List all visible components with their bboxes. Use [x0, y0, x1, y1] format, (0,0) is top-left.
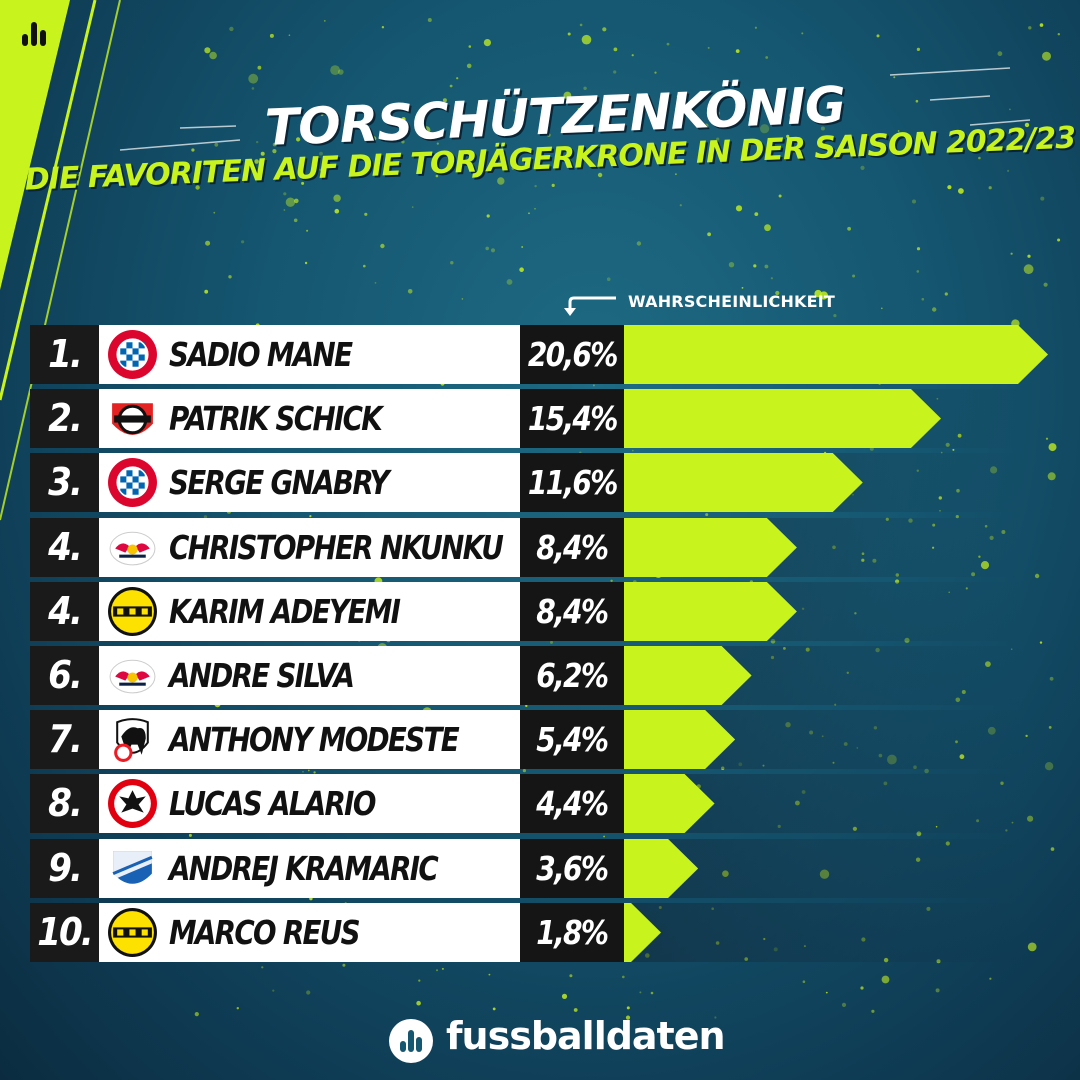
footer-brand: fussballdaten	[446, 1014, 726, 1058]
player-cell: LUCAS ALARIO	[99, 774, 520, 834]
probability-bar	[624, 902, 662, 962]
probability-value: 4,4%	[520, 774, 624, 834]
probability-value: 3,6%	[520, 838, 624, 898]
player-name: ANDREJ KRAMARIC	[169, 848, 439, 888]
player-name: SADIO MANE	[169, 335, 353, 374]
rank-label: 8.	[30, 774, 99, 834]
probability-column-label: WAHRSCHEINLICHKEIT	[628, 292, 836, 311]
player-name: SERGE GNABRY	[169, 463, 390, 503]
rb-leipzig-crest-icon	[107, 522, 158, 573]
probability-bar	[624, 838, 699, 898]
player-cell: PATRIK SCHICK	[99, 389, 520, 449]
rank-label: 1.	[30, 325, 99, 384]
brand-logo-icon	[8, 8, 60, 60]
player-cell: SERGE GNABRY	[99, 453, 520, 513]
player-cell: MARCO REUS	[99, 902, 520, 962]
player-cell: ANDRE SILVA	[99, 646, 520, 705]
table-row: 8. LUCAS ALARIO 4,4%	[30, 774, 1070, 834]
bvb-crest-icon	[107, 586, 158, 637]
player-cell: CHRISTOPHER NKUNKU	[99, 517, 520, 577]
player-name: PATRIK SCHICK	[169, 399, 383, 439]
hoffenheim-crest-icon	[107, 843, 158, 894]
table-row: 4. KARIM ADEYEMI 8,4%	[30, 581, 1070, 641]
player-name: ANTHONY MODESTE	[169, 720, 460, 760]
rb-leipzig-crest-icon	[107, 650, 158, 701]
bvb-crest-icon	[107, 907, 158, 958]
fc-bayern-crest-icon	[107, 329, 158, 380]
probability-bar	[624, 646, 752, 705]
probability-value: 11,6%	[520, 453, 624, 513]
table-row: 7. ANTHONY MODESTE 5,4%	[30, 710, 1070, 770]
eintracht-crest-icon	[107, 778, 158, 829]
probability-bar	[624, 581, 797, 641]
rank-label: 3.	[30, 453, 99, 513]
fussballdaten-logo-icon	[388, 1018, 434, 1064]
probability-bar	[624, 453, 863, 513]
player-name: KARIM ADEYEMI	[169, 591, 401, 631]
table-row: 4. CHRISTOPHER NKUNKU 8,4%	[30, 517, 1070, 577]
player-name: LUCAS ALARIO	[169, 784, 376, 824]
probability-bar	[624, 389, 941, 449]
player-cell: SADIO MANE	[99, 325, 520, 384]
probability-value: 1,8%	[520, 902, 624, 962]
corner-arrow-icon	[564, 296, 616, 316]
rank-label: 9.	[30, 838, 99, 898]
probability-value: 6,2%	[520, 646, 624, 705]
rank-label: 7.	[30, 710, 99, 770]
rank-label: 6.	[30, 646, 99, 705]
probability-value: 15,4%	[520, 389, 624, 449]
probability-value: 20,6%	[520, 325, 624, 384]
table-row: 10. MARCO REUS 1,8%	[30, 902, 1070, 962]
player-name: CHRISTOPHER NKUNKU	[169, 527, 504, 567]
rank-label: 2.	[30, 389, 99, 449]
fc-bayern-crest-icon	[107, 457, 158, 508]
table-row: 2. PATRIK SCHICK 15,4%	[30, 389, 1070, 449]
probability-value: 5,4%	[520, 710, 624, 770]
leverkusen-crest-icon	[107, 393, 158, 444]
probability-bar	[624, 325, 1048, 384]
rank-label: 4.	[30, 517, 99, 577]
player-name: ANDRE SILVA	[169, 656, 355, 695]
koeln-crest-icon	[107, 714, 158, 765]
player-cell: KARIM ADEYEMI	[99, 581, 520, 641]
table-row: 6. ANDRE SILVA 6,2%	[30, 646, 1070, 705]
rank-label: 10.	[30, 902, 99, 962]
player-cell: ANDREJ KRAMARIC	[99, 838, 520, 898]
probability-value: 8,4%	[520, 517, 624, 577]
probability-value: 8,4%	[520, 581, 624, 641]
probability-bar	[624, 710, 736, 770]
player-name: MARCO REUS	[169, 912, 361, 952]
probability-bar	[624, 517, 797, 577]
probability-bar	[624, 774, 715, 834]
bar-track	[624, 902, 1024, 962]
table-row: 9. ANDREJ KRAMARIC 3,6%	[30, 838, 1070, 898]
table-row: 3. SERGE GNABRY 11,6%	[30, 453, 1070, 513]
table-row: 1. SADIO MANE 20,6%	[30, 325, 1070, 384]
rank-label: 4.	[30, 581, 99, 641]
player-cell: ANTHONY MODESTE	[99, 710, 520, 770]
